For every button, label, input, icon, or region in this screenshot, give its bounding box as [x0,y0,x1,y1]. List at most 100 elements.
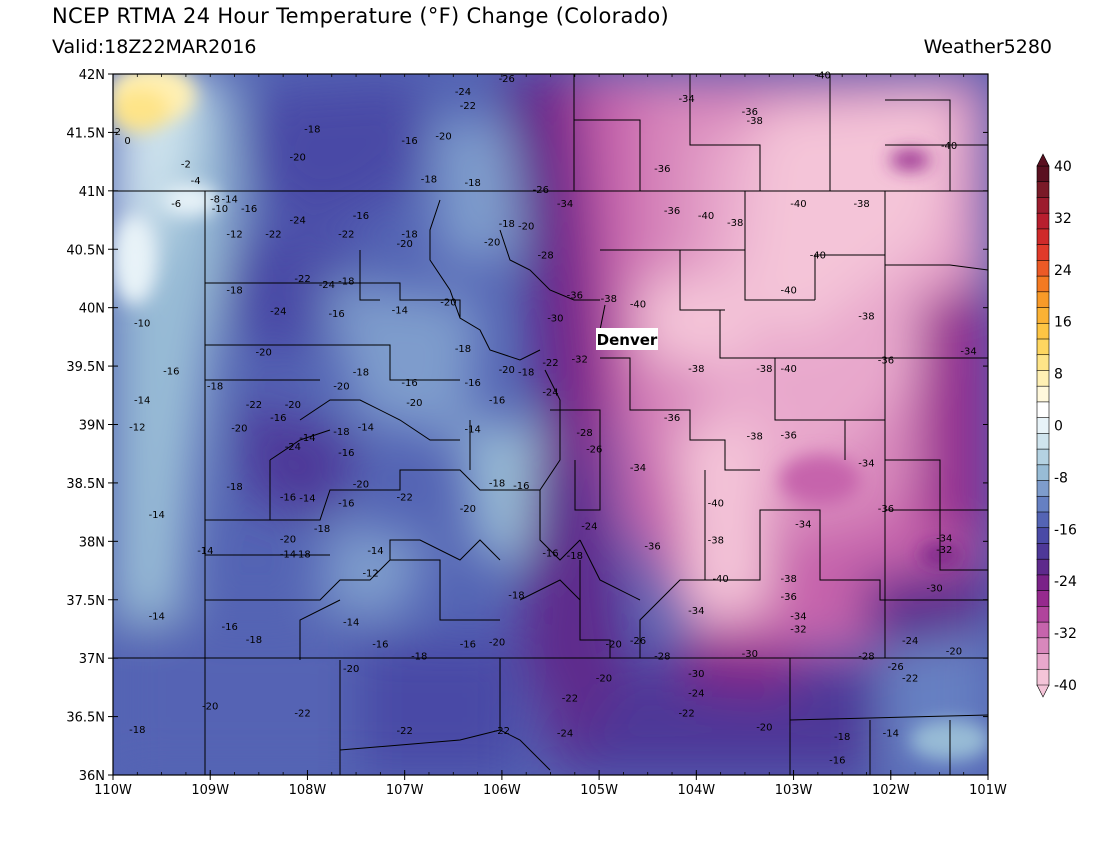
colorbar-bin [1036,653,1050,671]
colorbar-bin [1036,621,1050,639]
contour-label: -30 [547,314,563,325]
contour-label: -12 [129,422,145,433]
contour-label: -18 [338,276,354,287]
city-marker-denver: Denver [596,328,658,350]
contour-label: -16 [829,755,845,766]
contour-label: -14 [299,433,315,444]
contour-label: -18 [465,178,481,189]
contour-label: -24 [542,387,558,398]
contour-label: -26 [499,74,515,85]
contour-label: -14 [134,395,150,406]
colorbar-bin [1036,212,1050,230]
colorbar-label: -40 [1054,678,1077,694]
contour-label: -16 [163,366,179,377]
contour-label: -38 [688,364,704,375]
lat-tick-label: 38N [79,535,105,550]
contour-label: -16 [221,622,237,633]
credit-label: Weather5280 [923,36,1052,58]
colorbar-bottom-arrow [1036,684,1050,698]
contour-label: -34 [630,463,646,474]
contour-label: -30 [688,669,704,680]
longitude-axis: 110W 109W 108W 107W 106W 105W 104W 103W 102W 101W [94,74,1007,798]
contour-label: -36 [664,206,680,217]
contour-label: -40 [712,574,728,585]
contour-label: -20 [333,381,349,392]
contour-label: -8 [210,195,220,206]
contour-label: -32 [936,545,952,556]
contour-label: -40 [810,251,826,262]
contour-label: -38 [756,364,772,375]
contour-label: -40 [630,300,646,311]
lat-tick-label: 37.5N [66,594,105,609]
contour-label: -18 [333,427,349,438]
contour-label: -36 [878,504,894,515]
contour-label: -18 [421,175,437,186]
contour-label: -36 [654,164,670,175]
colorbar-bin [1036,511,1050,529]
contour-label: -38 [601,294,617,305]
contour-label: -38 [781,574,797,585]
colorbar-bin [1036,574,1050,592]
contour-label: -38 [746,116,762,127]
colorbar-label: 24 [1054,263,1072,279]
lat-tick-label: 39N [79,419,105,434]
contour-label: -36 [742,107,758,118]
contour-label: -20 [756,723,772,734]
lat-tick-label: 40.5N [66,243,105,258]
colorbar-label: -32 [1054,626,1077,642]
contour-label: -18 [207,381,223,392]
contour-label: -18 [508,591,524,602]
contour-label: -20 [596,674,612,685]
lon-tick-label: 103W [775,783,813,798]
contour-label: -28 [654,651,670,662]
contour-label: -40 [708,498,724,509]
contour-label: -24 [270,307,286,318]
contour-label: -20 [946,647,962,658]
contour-label: -40 [941,141,957,152]
contour-label: -20 [489,637,505,648]
contour-label: -38 [853,199,869,210]
contour-label: -20 [202,702,218,713]
lat-tick-label: 41.5N [66,126,105,141]
contour-label: -6 [171,199,181,210]
contour-label: -18 [834,732,850,743]
map-title: NCEP RTMA 24 Hour Temperature (°F) Chang… [52,4,669,28]
contour-label: -14 [280,550,296,561]
contour-label: -22 [294,274,310,285]
colorbar-bin [1036,527,1050,545]
lon-tick-label: 110W [94,783,132,798]
contour-label: -16 [280,492,296,503]
contour-label: -34 [557,199,573,210]
valid-time: Valid:18Z22MAR2016 [52,36,257,58]
contour-label: -20 [343,664,359,675]
contour-label: -10 [134,318,150,329]
contour-label: -40 [781,286,797,297]
contour-label: -38 [858,311,874,322]
lat-tick-label: 36N [79,769,105,784]
contour-label: -36 [664,413,680,424]
contour-label: -16 [513,481,529,492]
contour-label: -26 [887,662,903,673]
contour-label: -18 [246,635,262,646]
contour-label: -36 [781,431,797,442]
contour-label: -22 [338,230,354,241]
contour-label: -16 [270,413,286,424]
colorbar-top-arrow [1036,153,1050,167]
contour-label: -36 [878,356,894,367]
colorbar-bin [1036,590,1050,608]
contour-label: -16 [328,309,344,320]
colorbar-bin [1036,448,1050,466]
contour-label: -20 [280,535,296,546]
contour-label: -18 [314,524,330,535]
contour-label: -14 [465,425,481,436]
colorbar-bin [1036,495,1050,513]
contour-label: -20 [499,365,515,376]
contour-label: -26 [586,445,602,456]
contour-label: -34 [688,606,704,617]
contour-label: -24 [285,442,301,453]
colorbar-bin [1036,228,1050,246]
contour-label: -20 [518,221,534,232]
contour-label: -12 [226,230,242,241]
contour-label: -22 [562,693,578,704]
city-label: Denver [597,331,658,349]
